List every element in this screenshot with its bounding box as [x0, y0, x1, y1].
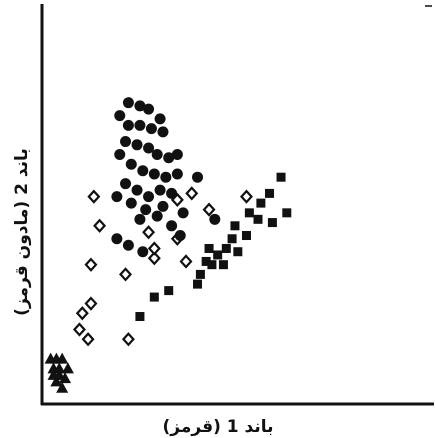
square-point [244, 208, 254, 218]
circle-point [125, 158, 137, 170]
circle-point [137, 165, 149, 177]
square-point [201, 256, 211, 266]
circle-point [120, 136, 132, 148]
diamond-open-point [84, 296, 98, 311]
circle-point [157, 200, 169, 212]
circle-point [111, 191, 123, 203]
square-point [253, 214, 263, 224]
diamond-open-point [72, 322, 86, 337]
circle-point [171, 149, 183, 161]
square-point [267, 218, 277, 228]
circle-point [209, 213, 221, 225]
triangle-point [53, 362, 66, 374]
square-point [218, 260, 228, 270]
square-point [230, 221, 240, 231]
circle-point [114, 110, 126, 122]
square-point [221, 243, 231, 253]
square-point [256, 198, 266, 208]
circle-point [111, 233, 123, 245]
triangle-point [50, 375, 63, 387]
square-point [233, 247, 243, 257]
circle-point [143, 103, 155, 115]
circle-point [177, 207, 189, 219]
diamond-open-point [119, 267, 133, 282]
circle-point [140, 204, 152, 216]
circle-point [143, 142, 155, 154]
circle-point [174, 230, 186, 242]
diamond-open-point [185, 186, 199, 201]
circle-point [192, 171, 204, 183]
square-point [241, 231, 251, 241]
circle-point [134, 213, 146, 225]
circle-point [157, 126, 169, 138]
triangle-point [61, 362, 74, 374]
circle-point [134, 119, 146, 131]
diamond-open-point [202, 202, 216, 217]
circle-point [154, 113, 166, 125]
circle-point [137, 246, 149, 258]
data-points [44, 97, 292, 393]
square-point [204, 243, 214, 253]
square-point [265, 188, 275, 198]
circle-point [151, 210, 163, 222]
circle-point [114, 149, 126, 161]
circle-point [125, 197, 137, 209]
square-point [195, 269, 205, 279]
triangle-point [59, 372, 72, 384]
circle-point [148, 168, 160, 180]
circle-point [120, 178, 132, 190]
circle-point [171, 168, 183, 180]
diamond-open-point [142, 225, 156, 240]
diamond-open-point [87, 189, 101, 204]
square-point [213, 250, 223, 260]
circle-point [122, 239, 134, 251]
diamond-open-point [147, 251, 161, 266]
y-axis-label: باند 2 (مادون قرمز) [12, 148, 32, 316]
x-axis-label: باند 1 (قرمز) [163, 417, 274, 437]
circle-point [131, 139, 143, 151]
circle-point [131, 184, 143, 196]
triangle-point [56, 381, 69, 393]
circle-point [143, 191, 155, 203]
diamond-open-point [239, 189, 253, 204]
circle-point [160, 171, 172, 183]
diamond-open-point [121, 332, 135, 347]
circle-point [166, 220, 178, 232]
circle-point [122, 97, 134, 109]
diamond-open-point [84, 257, 98, 272]
circle-point [166, 187, 178, 199]
circle-point [122, 119, 134, 131]
square-point [164, 286, 174, 296]
circle-point [163, 152, 175, 164]
square-point [207, 260, 217, 270]
circle-point [154, 184, 166, 196]
square-point [149, 292, 159, 302]
square-point [282, 208, 292, 218]
diamond-open-point [179, 254, 193, 269]
square-point [135, 312, 145, 322]
diamond-open-point [147, 241, 161, 256]
square-point [276, 172, 286, 182]
circle-point [151, 149, 163, 161]
square-point [193, 279, 203, 289]
circle-point [134, 100, 146, 112]
circle-point [145, 123, 157, 135]
diamond-open-point [93, 218, 107, 233]
diamond-open-point [81, 332, 95, 347]
diamond-open-point [75, 306, 89, 321]
square-point [227, 234, 237, 244]
triangle-point [56, 352, 69, 364]
